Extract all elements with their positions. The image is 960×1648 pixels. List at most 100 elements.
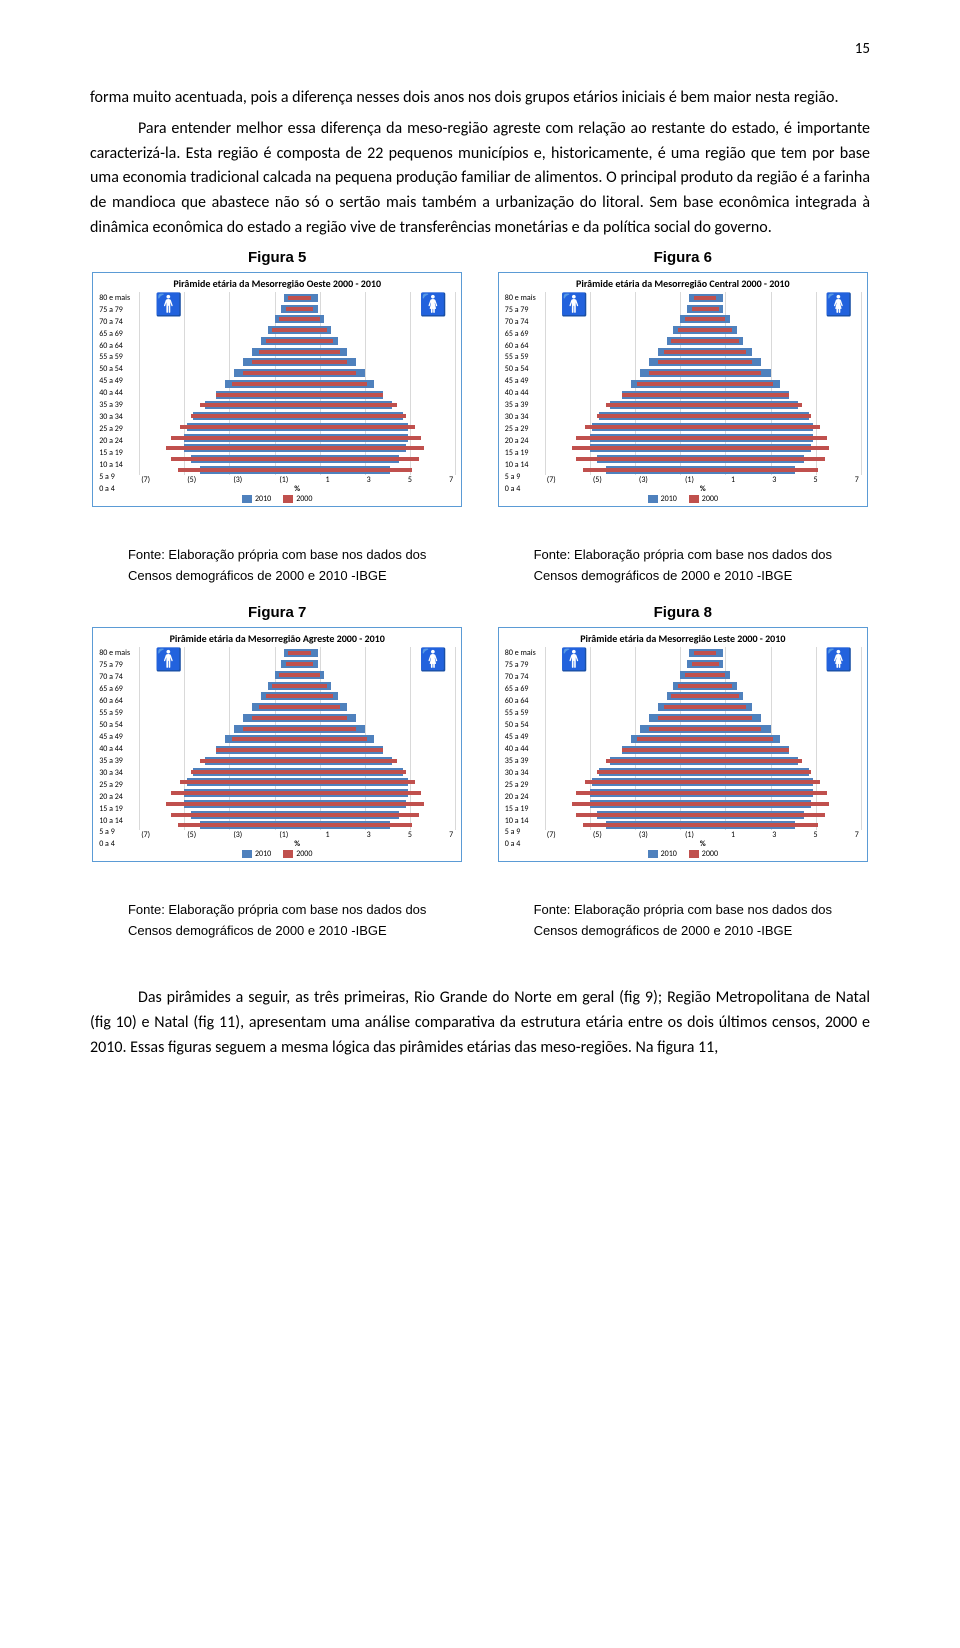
age-row — [545, 714, 861, 723]
source-line1: Fonte: Elaboração própria com base nos d… — [128, 902, 426, 917]
y-axis-labels: 80 e mais75 a 7970 a 7465 a 6960 a 6455 … — [505, 647, 545, 848]
chart-legend: 20102000 — [99, 494, 455, 504]
age-row — [139, 455, 455, 464]
age-row — [545, 821, 861, 830]
figure-8-col: Figura 8 Pirâmide etária da Mesorregião … — [496, 604, 870, 862]
age-row — [545, 725, 861, 734]
age-row — [545, 315, 861, 324]
age-row — [545, 735, 861, 744]
age-row — [139, 714, 455, 723]
source-line2: Censos demográficos de 2000 e 2010 -IBGE — [128, 568, 387, 583]
age-row — [139, 412, 455, 421]
x-axis: (7)(5)(3)(1)1357% — [139, 830, 455, 848]
figure-6-col: Figura 6 Pirâmide etária da Mesorregião … — [496, 249, 870, 507]
age-row — [545, 671, 861, 680]
chart-bars — [139, 294, 455, 475]
chart-legend: 20102000 — [505, 849, 861, 859]
y-axis-labels: 80 e mais75 a 7970 a 7465 a 6960 a 6455 … — [99, 292, 139, 493]
age-row — [545, 305, 861, 314]
age-row — [139, 434, 455, 443]
chart-bars — [139, 649, 455, 830]
figure-5-label: Figura 5 — [248, 249, 306, 266]
age-row — [545, 811, 861, 820]
age-row — [545, 789, 861, 798]
figure-7-label: Figura 7 — [248, 604, 306, 621]
source-text-8: Fonte: Elaboração própria com base nos d… — [534, 900, 832, 942]
figure-6-label: Figura 6 — [654, 249, 712, 266]
source-line1: Fonte: Elaboração própria com base nos d… — [128, 547, 426, 562]
source-line2: Censos demográficos de 2000 e 2010 -IBGE — [534, 923, 793, 938]
chart-bars — [545, 649, 861, 830]
age-row — [139, 768, 455, 777]
age-row — [139, 671, 455, 680]
age-row — [545, 746, 861, 755]
age-row — [545, 358, 861, 367]
paragraph-1: forma muito acentuada, pois a diferença … — [90, 86, 870, 111]
age-row — [545, 466, 861, 475]
age-row — [545, 348, 861, 357]
age-row — [139, 649, 455, 658]
age-row — [545, 326, 861, 335]
age-row — [139, 294, 455, 303]
paragraph-2: Para entender melhor essa diferença da m… — [90, 117, 870, 241]
age-row — [139, 811, 455, 820]
age-row — [545, 660, 861, 669]
age-row — [545, 337, 861, 346]
age-row — [545, 649, 861, 658]
age-row — [139, 778, 455, 787]
age-row — [139, 348, 455, 357]
age-row — [545, 369, 861, 378]
age-row — [545, 444, 861, 453]
age-row — [545, 682, 861, 691]
age-row — [139, 444, 455, 453]
age-row — [545, 692, 861, 701]
source-text-6: Fonte: Elaboração própria com base nos d… — [534, 545, 832, 587]
pyramid-chart-central: Pirâmide etária da Mesorregião Central 2… — [498, 272, 868, 507]
age-row — [139, 703, 455, 712]
age-row — [139, 660, 455, 669]
age-row — [545, 768, 861, 777]
age-row — [545, 294, 861, 303]
source-line1: Fonte: Elaboração própria com base nos d… — [534, 547, 832, 562]
age-row — [139, 800, 455, 809]
x-axis: (7)(5)(3)(1)1357% — [545, 475, 861, 493]
figure-8-label: Figura 8 — [654, 604, 712, 621]
age-row — [139, 401, 455, 410]
age-row — [139, 358, 455, 367]
source-line1: Fonte: Elaboração própria com base nos d… — [534, 902, 832, 917]
chart-legend: 20102000 — [99, 849, 455, 859]
source-text-5: Fonte: Elaboração própria com base nos d… — [128, 545, 426, 587]
chart-legend: 20102000 — [505, 494, 861, 504]
figure-5-col: Figura 5 Pirâmide etária da Mesorregião … — [90, 249, 464, 507]
age-row — [139, 757, 455, 766]
age-row — [139, 789, 455, 798]
chart-title: Pirâmide etária da Mesorregião Central 2… — [505, 277, 861, 290]
chart-bars — [545, 294, 861, 475]
age-row — [545, 757, 861, 766]
age-row — [545, 778, 861, 787]
age-row — [139, 391, 455, 400]
age-row — [545, 703, 861, 712]
age-row — [545, 434, 861, 443]
figure-row-2: Figura 7 Pirâmide etária da Mesorregião … — [90, 604, 870, 862]
source-text-7: Fonte: Elaboração própria com base nos d… — [128, 900, 426, 942]
age-row — [545, 380, 861, 389]
page-number: 15 — [90, 40, 870, 58]
age-row — [545, 800, 861, 809]
source-row-2: Fonte: Elaboração própria com base nos d… — [90, 870, 870, 946]
age-row — [139, 746, 455, 755]
age-row — [545, 455, 861, 464]
x-axis: (7)(5)(3)(1)1357% — [139, 475, 455, 493]
age-row — [139, 326, 455, 335]
age-row — [545, 423, 861, 432]
age-row — [139, 315, 455, 324]
chart-title: Pirâmide etária da Mesorregião Oeste 200… — [99, 277, 455, 290]
source-row-1: Fonte: Elaboração própria com base nos d… — [90, 515, 870, 591]
age-row — [139, 369, 455, 378]
chart-title: Pirâmide etária da Mesorregião Agreste 2… — [99, 632, 455, 645]
source-line2: Censos demográficos de 2000 e 2010 -IBGE — [534, 568, 793, 583]
pyramid-chart-oeste: Pirâmide etária da Mesorregião Oeste 200… — [92, 272, 462, 507]
age-row — [139, 692, 455, 701]
age-row — [139, 423, 455, 432]
age-row — [139, 305, 455, 314]
